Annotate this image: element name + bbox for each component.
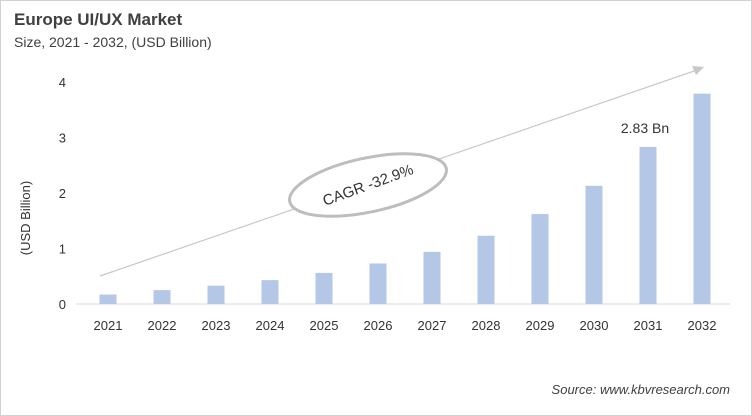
x-tick-label: 2026 (364, 318, 393, 333)
bar-2027 (423, 251, 441, 304)
bar-2023 (207, 285, 225, 304)
x-tick-label: 2025 (310, 318, 339, 333)
bar-2024 (261, 280, 279, 304)
x-tick-label: 2022 (148, 318, 177, 333)
y-tick-label: 0 (59, 297, 66, 312)
y-tick-label: 4 (59, 75, 66, 90)
data-label: 2.83 Bn (621, 120, 669, 136)
arrow-head-icon (692, 66, 704, 75)
bar-2029 (531, 214, 549, 304)
bar-2032 (693, 93, 711, 304)
y-tick-label: 3 (59, 131, 66, 146)
x-tick-label: 2027 (418, 318, 447, 333)
bar-2028 (477, 235, 495, 304)
x-tick-label: 2021 (94, 318, 123, 333)
chart-subtitle: Size, 2021 - 2032, (USD Billion) (14, 34, 212, 50)
y-tick-label: 2 (59, 186, 66, 201)
y-axis-label: (USD Billion) (18, 181, 33, 255)
bar-2025 (315, 272, 333, 304)
y-tick-label: 1 (59, 242, 66, 257)
x-tick-label: 2030 (580, 318, 609, 333)
cagr-ellipse (288, 152, 448, 218)
source-note: Source: www.kbvresearch.com (551, 382, 730, 397)
chart-title: Europe UI/UX Market (14, 10, 183, 29)
x-tick-label: 2023 (202, 318, 231, 333)
bar-2021 (99, 294, 117, 304)
x-tick-label: 2029 (526, 318, 555, 333)
x-tick-label: 2032 (688, 318, 717, 333)
bar-2031 (639, 146, 657, 304)
bar-2026 (369, 263, 387, 304)
x-tick-label: 2031 (634, 318, 663, 333)
x-tick-label: 2028 (472, 318, 501, 333)
bar-2022 (153, 290, 171, 304)
x-tick-label: 2024 (256, 318, 285, 333)
bar-2030 (585, 185, 603, 304)
